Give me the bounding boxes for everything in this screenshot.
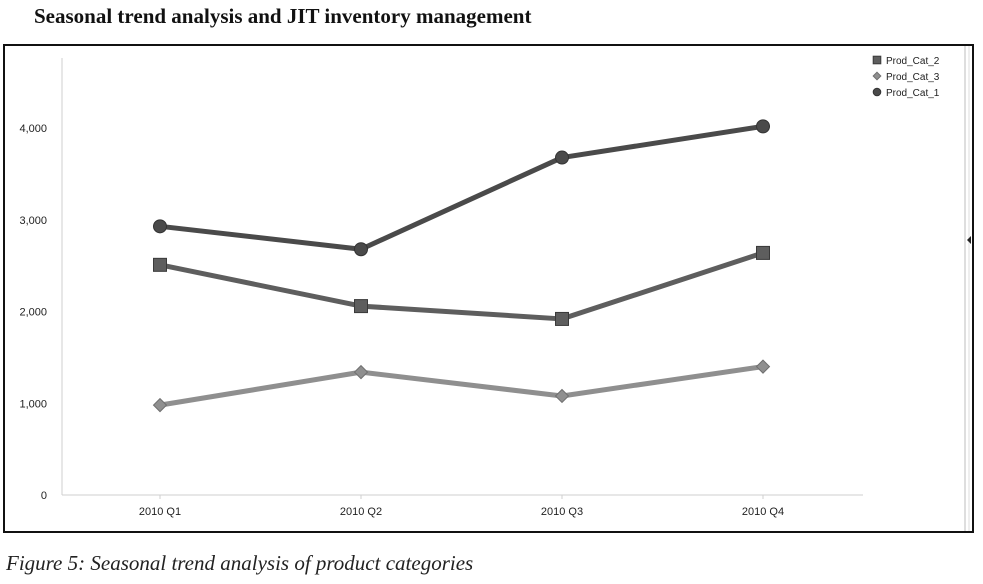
chart-frame: 0 1,000 2,000 3,000 4,000 2010 Q1 2010 Q2 2010 … <box>3 44 974 533</box>
data-point-prod-cat-2 <box>153 257 167 272</box>
series-line-prod-cat-1 <box>157 123 766 252</box>
y-tick-label: 0 <box>41 490 47 502</box>
legend-swatch <box>872 55 882 65</box>
data-point-prod-cat-1 <box>555 150 569 165</box>
legend-swatch <box>872 71 882 81</box>
data-point-prod-cat-1 <box>354 242 368 257</box>
data-point-prod-cat-2 <box>555 311 569 326</box>
series-lines <box>157 123 766 408</box>
data-point-prod-cat-2 <box>756 245 770 260</box>
chart-legend: Prod_Cat_2 Prod_Cat_3 Prod_Cat_1 <box>872 55 940 99</box>
legend-label: Prod_Cat_2 <box>886 56 940 67</box>
figure-caption: Figure 5: Seasonal trend analysis of pro… <box>6 551 474 575</box>
data-point-prod-cat-1 <box>756 119 770 134</box>
y-tick-label: 4,000 <box>19 123 47 135</box>
legend-label: Prod_Cat_1 <box>886 88 940 99</box>
x-tick-label: 2010 Q3 <box>541 506 583 518</box>
data-point-prod-cat-1 <box>153 219 167 234</box>
x-tick-label: 2010 Q1 <box>139 506 181 518</box>
x-tick-label: 2010 Q2 <box>340 506 382 518</box>
chart-title: Seasonal trend analysis and JIT inventor… <box>34 4 532 28</box>
y-tick-label: 3,000 <box>19 215 47 227</box>
data-point-prod-cat-2 <box>354 299 368 314</box>
data-point-prod-cat-3 <box>152 397 168 413</box>
line-chart: 0 1,000 2,000 3,000 4,000 2010 Q1 2010 Q2 2010 … <box>19 46 971 531</box>
y-tick-label: 2,000 <box>19 307 47 319</box>
data-point-prod-cat-3 <box>353 364 369 380</box>
series-markers <box>152 119 771 413</box>
series-line-prod-cat-3 <box>157 364 766 408</box>
legend-swatch <box>872 87 882 97</box>
legend-label: Prod_Cat_3 <box>886 72 940 83</box>
y-tick-label: 1,000 <box>19 398 47 410</box>
panel-scroll-area <box>964 46 971 531</box>
data-point-prod-cat-3 <box>554 388 570 404</box>
chart-axes: 0 1,000 2,000 3,000 4,000 2010 Q1 2010 Q2 2010 … <box>19 58 863 518</box>
x-tick-label: 2010 Q4 <box>742 506 784 518</box>
data-point-prod-cat-3 <box>755 359 771 374</box>
collapse-arrow-icon[interactable] <box>967 236 971 244</box>
series-line-prod-cat-2 <box>157 250 766 322</box>
